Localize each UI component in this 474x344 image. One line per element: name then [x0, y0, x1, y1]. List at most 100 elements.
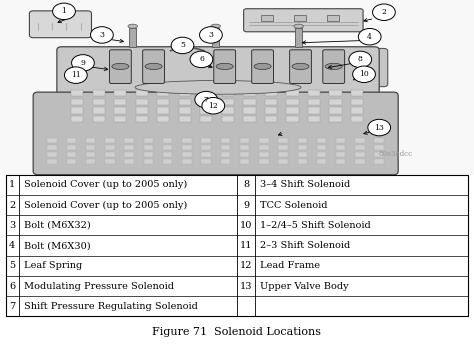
Text: 6: 6 — [199, 55, 204, 63]
Bar — [374, 146, 384, 150]
Text: Upper Valve Body: Upper Valve Body — [260, 282, 348, 291]
Bar — [157, 107, 170, 114]
Bar — [47, 152, 57, 157]
Ellipse shape — [216, 63, 233, 69]
Text: 80e3edcc: 80e3edcc — [379, 150, 413, 158]
Bar — [294, 15, 306, 21]
Bar — [317, 139, 326, 143]
Bar — [86, 152, 95, 157]
FancyBboxPatch shape — [290, 50, 311, 84]
Bar — [374, 160, 384, 164]
Ellipse shape — [254, 63, 271, 69]
Bar — [329, 107, 342, 114]
Bar — [243, 116, 255, 122]
Bar — [278, 139, 288, 143]
Bar — [179, 99, 191, 105]
FancyBboxPatch shape — [143, 50, 164, 84]
Bar — [308, 107, 320, 114]
Bar — [222, 99, 234, 105]
Bar — [261, 15, 273, 21]
Bar — [105, 152, 115, 157]
Bar — [329, 99, 342, 105]
Bar — [243, 107, 255, 114]
Bar — [317, 152, 326, 157]
Circle shape — [195, 92, 218, 108]
Text: 8: 8 — [358, 55, 363, 63]
FancyBboxPatch shape — [323, 50, 345, 84]
Bar — [355, 146, 365, 150]
Bar — [200, 116, 212, 122]
Bar — [355, 152, 365, 157]
FancyBboxPatch shape — [244, 9, 363, 32]
Bar — [136, 99, 148, 105]
Bar — [286, 90, 299, 96]
Bar — [240, 146, 249, 150]
Bar — [86, 160, 95, 164]
Bar — [222, 107, 234, 114]
Bar — [47, 139, 57, 143]
Bar — [182, 160, 191, 164]
Circle shape — [64, 67, 87, 83]
Text: 11: 11 — [240, 241, 252, 250]
Bar — [351, 107, 363, 114]
Text: 4: 4 — [9, 241, 16, 250]
Bar — [92, 107, 105, 114]
Bar — [157, 99, 170, 105]
Bar — [264, 90, 277, 96]
Bar — [144, 139, 153, 143]
Text: 2: 2 — [382, 8, 386, 16]
Bar — [163, 146, 173, 150]
Bar — [278, 160, 288, 164]
Bar — [163, 139, 173, 143]
Bar — [67, 160, 76, 164]
Text: 3: 3 — [100, 31, 104, 39]
Bar — [144, 146, 153, 150]
Bar — [6, 175, 468, 316]
Ellipse shape — [135, 80, 301, 94]
Bar — [351, 116, 363, 122]
FancyBboxPatch shape — [29, 11, 91, 38]
Bar — [259, 139, 268, 143]
Bar — [200, 107, 212, 114]
Ellipse shape — [128, 24, 137, 28]
Bar — [92, 116, 105, 122]
Bar — [240, 160, 249, 164]
Bar — [144, 152, 153, 157]
Circle shape — [53, 3, 75, 20]
Bar — [327, 15, 339, 21]
Bar — [136, 107, 148, 114]
Bar — [374, 139, 384, 143]
Bar — [298, 139, 307, 143]
Text: Figure 71  Solenoid Locations: Figure 71 Solenoid Locations — [153, 326, 321, 337]
Bar — [222, 90, 234, 96]
Text: 13: 13 — [240, 282, 252, 291]
Bar — [114, 90, 127, 96]
Bar — [336, 152, 346, 157]
Bar — [278, 146, 288, 150]
Bar — [329, 116, 342, 122]
Bar — [201, 146, 211, 150]
Bar — [201, 139, 211, 143]
Bar — [129, 28, 136, 47]
Bar — [67, 152, 76, 157]
Ellipse shape — [294, 24, 303, 28]
Bar — [179, 116, 191, 122]
Bar — [259, 146, 268, 150]
Text: Leaf Spring: Leaf Spring — [24, 261, 82, 270]
Bar — [163, 152, 173, 157]
Bar — [105, 160, 115, 164]
Bar — [92, 90, 105, 96]
Text: 13: 13 — [374, 123, 384, 131]
Circle shape — [368, 119, 391, 136]
Bar — [182, 139, 191, 143]
Bar — [105, 146, 115, 150]
FancyBboxPatch shape — [33, 92, 398, 175]
Bar — [240, 139, 249, 143]
Bar — [222, 116, 234, 122]
Bar — [157, 116, 170, 122]
FancyBboxPatch shape — [214, 50, 236, 84]
Bar — [212, 28, 219, 47]
Text: 8: 8 — [243, 180, 249, 190]
Text: Solenoid Cover (up to 2005 only): Solenoid Cover (up to 2005 only) — [24, 180, 187, 190]
Bar — [124, 152, 134, 157]
